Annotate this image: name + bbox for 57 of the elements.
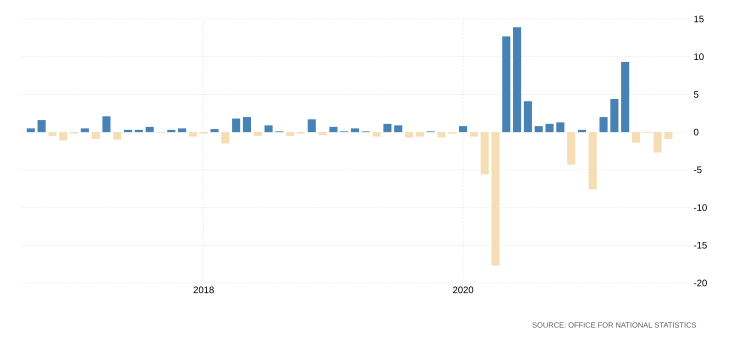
bar bbox=[146, 126, 154, 132]
bar bbox=[610, 98, 618, 132]
bar bbox=[404, 132, 414, 138]
y-tick-label: -5 bbox=[694, 166, 702, 174]
bar bbox=[232, 118, 240, 132]
y-tick-label: 15 bbox=[694, 16, 704, 22]
y-tick-label: -10 bbox=[694, 204, 707, 211]
bar bbox=[318, 132, 327, 136]
bar bbox=[188, 132, 197, 137]
y-tick-label: -15 bbox=[694, 242, 707, 249]
bar bbox=[178, 128, 186, 132]
bar bbox=[632, 132, 640, 143]
bar bbox=[621, 62, 630, 132]
bar bbox=[556, 122, 564, 132]
bar bbox=[664, 132, 672, 139]
bar bbox=[383, 124, 392, 132]
bar bbox=[92, 132, 100, 139]
bar bbox=[513, 27, 522, 132]
bar bbox=[221, 132, 230, 144]
bar bbox=[286, 132, 294, 136]
bar bbox=[113, 132, 122, 140]
bar bbox=[491, 132, 500, 266]
bar bbox=[329, 126, 338, 132]
bar bbox=[567, 132, 576, 165]
bar bbox=[264, 125, 273, 132]
bar bbox=[59, 132, 68, 140]
bar bbox=[437, 132, 446, 138]
bar bbox=[48, 132, 56, 136]
bar bbox=[372, 132, 381, 137]
x-tick-label: 2018 bbox=[194, 286, 214, 294]
bar bbox=[308, 119, 316, 132]
bar bbox=[654, 132, 662, 153]
y-tick-label: 10 bbox=[694, 53, 704, 60]
bar bbox=[416, 132, 424, 137]
bar bbox=[588, 132, 597, 190]
bar bbox=[502, 36, 510, 132]
bar bbox=[38, 120, 46, 132]
bar bbox=[350, 128, 360, 132]
bar bbox=[80, 128, 89, 132]
bar bbox=[26, 128, 35, 132]
bar bbox=[210, 129, 219, 132]
bar bbox=[524, 101, 532, 132]
bar bbox=[254, 132, 262, 136]
bar bbox=[534, 126, 543, 132]
x-tick-label: 2020 bbox=[453, 286, 474, 294]
bar bbox=[102, 116, 111, 132]
bar bbox=[167, 130, 176, 132]
bar bbox=[242, 117, 251, 132]
bar bbox=[470, 132, 478, 137]
y-tick-label: 5 bbox=[694, 91, 698, 98]
bar bbox=[480, 132, 489, 174]
bar bbox=[545, 124, 554, 132]
bar bbox=[600, 117, 608, 132]
y-tick-label: 0 bbox=[694, 128, 698, 136]
bar bbox=[459, 126, 468, 132]
bar bbox=[394, 125, 402, 132]
y-tick-label: -20 bbox=[694, 280, 707, 286]
